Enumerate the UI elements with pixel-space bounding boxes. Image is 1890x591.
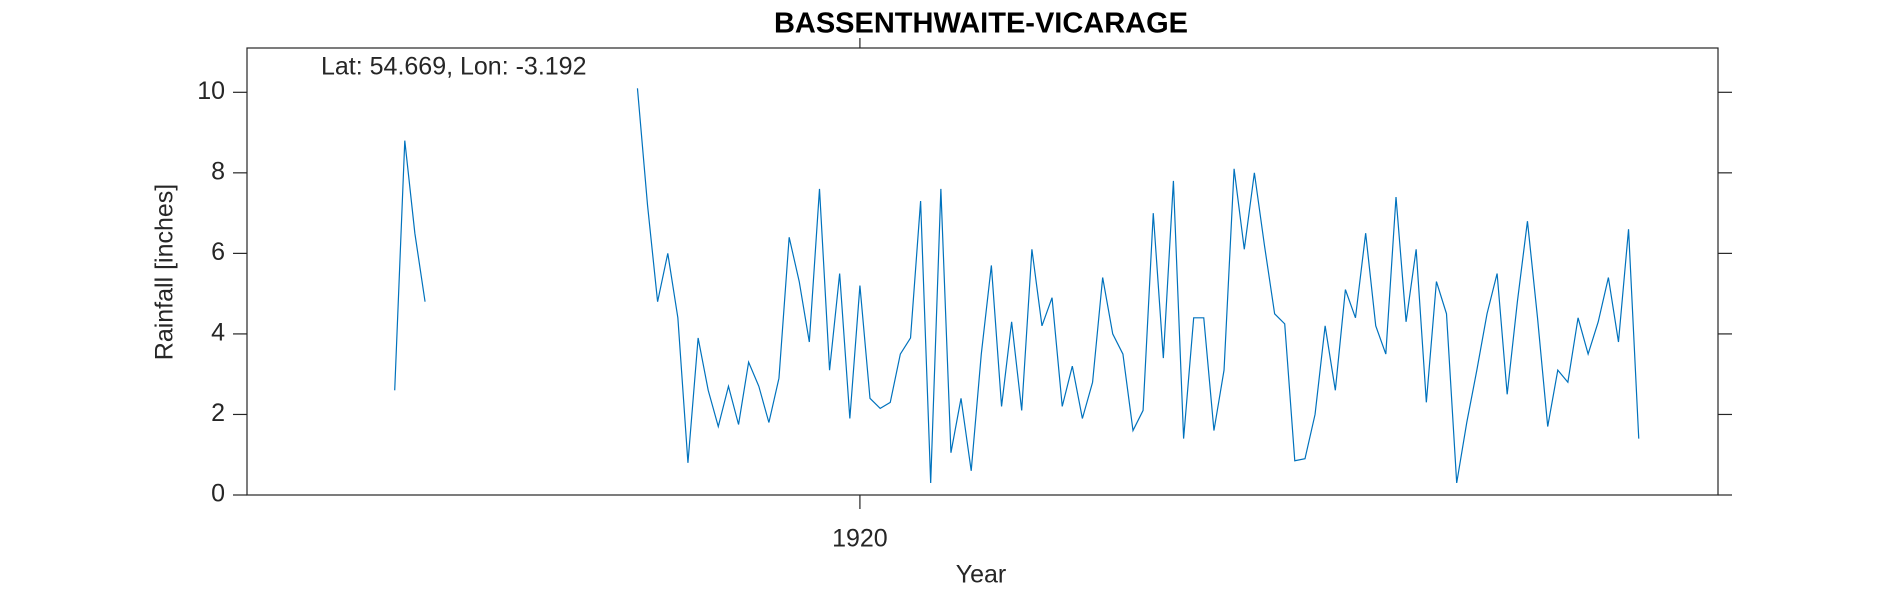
y-axis-label: Rainfall [inches] — [151, 184, 179, 360]
data-line — [394, 88, 1640, 484]
y-tick-label: 2 — [211, 399, 225, 427]
y-tick-label: 10 — [197, 77, 225, 105]
annotation: Lat: 54.669, Lon: -3.192 — [321, 53, 587, 81]
x-axis-label: Year — [956, 561, 1007, 589]
y-tick-label: 4 — [211, 319, 225, 347]
y-tick-label: 8 — [211, 157, 225, 185]
y-tick-label: 6 — [211, 238, 225, 266]
y-tick-label: 0 — [211, 480, 225, 508]
chart-title: BASSENTHWAITE-VICARAGE — [774, 8, 1188, 40]
x-tick-label: 1920 — [832, 525, 888, 553]
plot-frame — [246, 47, 1719, 496]
